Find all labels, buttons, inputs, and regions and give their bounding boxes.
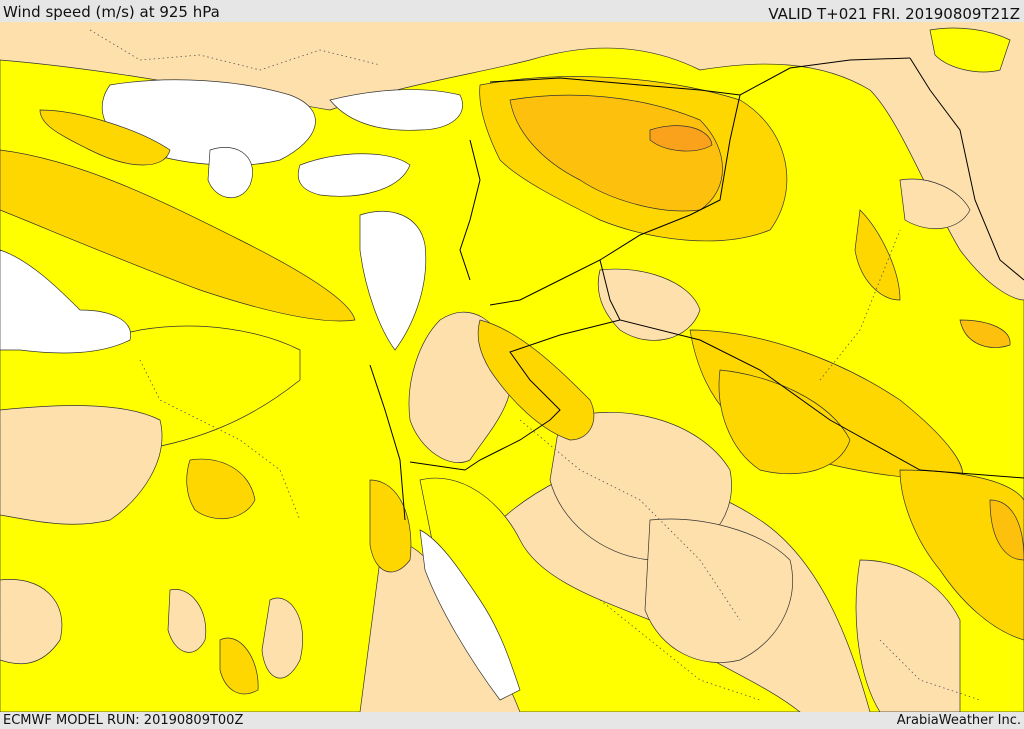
map-footer: ECMWF MODEL RUN: 20190809T00Z ArabiaWeat… xyxy=(0,712,1024,729)
map-header: Wind speed (m/s) at 925 hPa VALID T+021 … xyxy=(0,0,1024,22)
credit: ArabiaWeather Inc. xyxy=(896,713,1021,728)
map-title: Wind speed (m/s) at 925 hPa xyxy=(3,3,220,21)
band-highest xyxy=(649,125,713,152)
province-boundaries xyxy=(89,29,981,701)
band-higher xyxy=(509,94,1024,561)
wind-speed-map xyxy=(0,22,1024,712)
country-borders xyxy=(369,57,1024,521)
valid-time: VALID T+021 FRI. 20190809T21Z xyxy=(768,5,1020,23)
model-run: ECMWF MODEL RUN: 20190809T00Z xyxy=(3,713,244,728)
